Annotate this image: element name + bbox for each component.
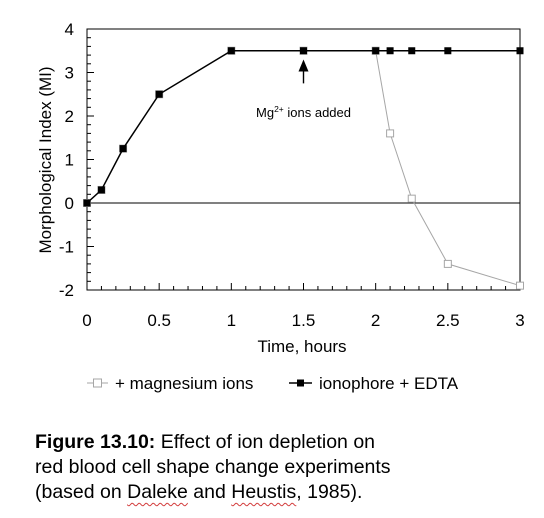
x-tick-label: 1.5 — [292, 311, 316, 330]
annotation-layer: Mg2+ ions added — [256, 59, 351, 120]
data-point — [516, 281, 524, 290]
annotation-arrow-head — [298, 59, 309, 72]
data-point — [227, 47, 235, 55]
data-point — [386, 47, 394, 55]
caption-text-3b: and — [187, 481, 232, 503]
annotation-text: Mg2+ ions added — [256, 104, 351, 120]
y-tick-label: 1 — [65, 151, 74, 170]
y-axis-label: Morphological Index (MI) — [36, 66, 55, 253]
legend: + magnesium ions ionophore + EDTA — [87, 374, 459, 393]
data-point — [97, 186, 105, 194]
caption-line-1: Figure 13.10: Effect of ion depletion on — [35, 430, 515, 455]
data-point — [443, 259, 452, 268]
annotation-text-superscript: 2+ — [274, 104, 284, 114]
annotation-text-rest: ions added — [284, 105, 351, 120]
legend-entry-magnesium: + magnesium ions — [87, 374, 253, 393]
data-point — [407, 194, 416, 203]
figure-caption: Figure 13.10: Effect of ion depletion on… — [35, 430, 515, 505]
caption-line-2: red blood cell shape change experiments — [35, 456, 391, 478]
data-point — [444, 47, 452, 55]
legend-entry-ionophore: ionophore + EDTA — [289, 374, 459, 393]
y-tick-label: 2 — [65, 107, 74, 126]
x-tick-label: 2 — [371, 311, 380, 330]
x-tick-label: 0.5 — [147, 311, 171, 330]
caption-text-3c: , 1985). — [296, 481, 363, 503]
x-tick-label: 0 — [82, 311, 91, 330]
data-point — [155, 90, 163, 98]
y-tick-label: -2 — [59, 281, 74, 300]
y-tick-label: 0 — [65, 194, 74, 213]
legend-swatch-marker-ionophore — [297, 379, 304, 387]
x-tick-label: 1 — [227, 311, 236, 330]
data-point — [119, 145, 127, 153]
data-point — [300, 47, 307, 55]
caption-text-1: Effect of ion depletion on — [155, 431, 376, 453]
x-tick-label: 2.5 — [436, 311, 460, 330]
legend-label-ionophore: ionophore + EDTA — [319, 374, 459, 393]
data-point — [83, 199, 91, 207]
y-tick-label: 4 — [65, 20, 74, 39]
line-chart: -2 -1 0 1 2 3 4 0 0.5 1 1.5 2 2.5 3 Mg2+ ions added M… — [36, 20, 525, 393]
x-tick-label: 3 — [515, 311, 524, 330]
data-point — [372, 47, 380, 55]
legend-label-magnesium: + magnesium ions — [115, 374, 253, 393]
annotation-text-main: Mg — [256, 105, 274, 120]
caption-author-heustis: Heustis — [231, 481, 297, 503]
data-point — [408, 47, 416, 55]
data-point — [516, 47, 524, 55]
x-axis-label: Time, hours — [257, 337, 346, 356]
axes: -2 -1 0 1 2 3 4 0 0.5 1 1.5 2 2.5 3 — [59, 20, 525, 330]
data-point — [386, 129, 395, 138]
series-magnesium — [83, 46, 524, 290]
series-line — [86, 50, 521, 287]
series-layer — [83, 46, 524, 290]
caption-author-daleke: Daleke — [127, 481, 188, 503]
series-ionophore — [83, 47, 524, 207]
caption-label: Figure 13.10: — [35, 431, 156, 453]
y-tick-label: -1 — [59, 238, 74, 257]
caption-line-3: (based on Daleke and Heustis, 1985). — [35, 480, 515, 505]
y-tick-label: 3 — [65, 64, 74, 83]
legend-swatch-marker-magnesium — [93, 378, 102, 388]
caption-text-3a: (based on — [35, 481, 128, 503]
